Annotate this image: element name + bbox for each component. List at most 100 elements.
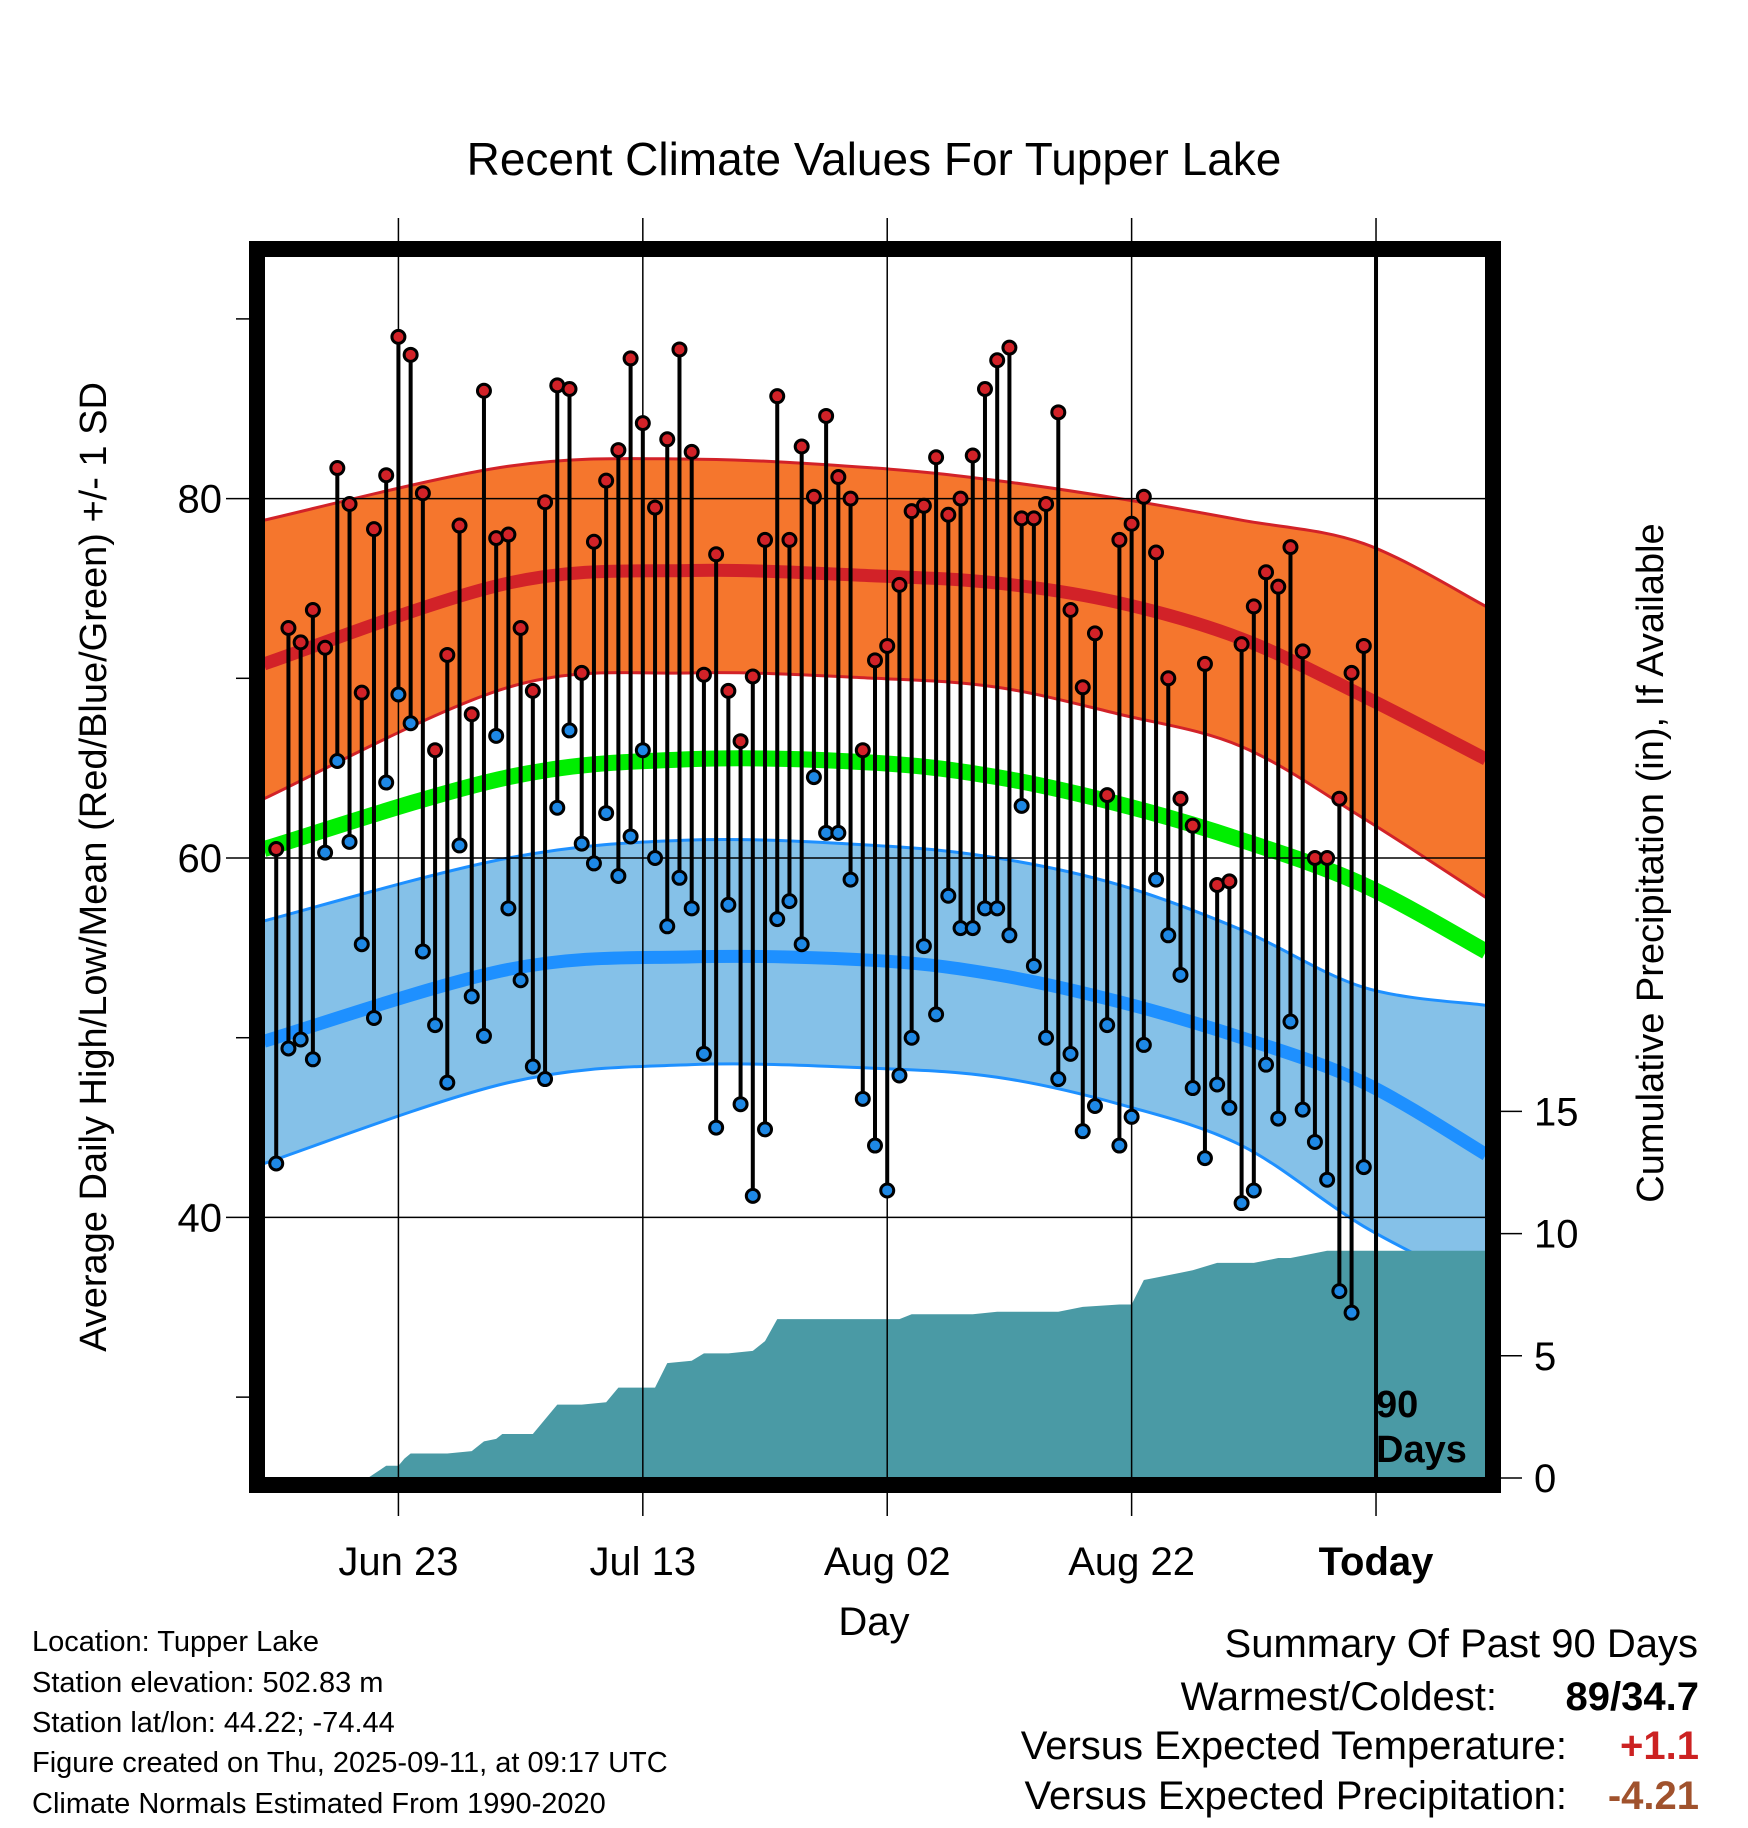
- high-point-21: [512, 619, 529, 636]
- low-point-24: [549, 799, 566, 816]
- high-point-51: [879, 637, 896, 654]
- high-point-36: [695, 666, 712, 683]
- low-point-49: [854, 1090, 871, 1107]
- high-point-27: [585, 533, 602, 550]
- high-point-77: [1196, 655, 1213, 672]
- low-point-43: [781, 893, 798, 910]
- high-point-76: [1184, 817, 1201, 834]
- today-days-label-1: 90: [1376, 1384, 1418, 1426]
- high-point-68: [1086, 625, 1103, 642]
- low-point-81: [1245, 1182, 1262, 1199]
- low-point-55: [928, 1006, 945, 1023]
- high-point-26: [573, 664, 590, 681]
- low-point-23: [537, 1071, 554, 1088]
- high-point-58: [964, 447, 981, 464]
- high-point-38: [720, 682, 737, 699]
- low-point-16: [451, 837, 468, 854]
- high-point-23: [537, 494, 554, 511]
- low-point-80: [1233, 1195, 1250, 1212]
- high-point-61: [1001, 339, 1018, 356]
- high-point-90: [1355, 637, 1372, 654]
- low-point-71: [1123, 1108, 1140, 1125]
- high-point-48: [842, 490, 859, 507]
- low-point-45: [805, 769, 822, 786]
- high-point-35: [683, 443, 700, 460]
- temperature-stems: [268, 328, 1372, 1321]
- high-point-33: [659, 431, 676, 448]
- low-point-2: [280, 1040, 297, 1057]
- x-tick-label: Aug 02: [824, 1540, 951, 1584]
- high-point-56: [940, 506, 957, 523]
- low-point-26: [573, 835, 590, 852]
- high-point-57: [952, 490, 969, 507]
- low-point-50: [867, 1137, 883, 1154]
- high-point-46: [818, 407, 835, 424]
- high-point-9: [365, 521, 382, 538]
- high-point-70: [1111, 531, 1128, 548]
- low-point-84: [1282, 1013, 1299, 1030]
- low-point-42: [769, 911, 786, 928]
- low-point-78: [1209, 1076, 1226, 1093]
- low-point-67: [1074, 1123, 1091, 1140]
- low-point-1: [268, 1155, 285, 1172]
- high-point-41: [757, 531, 774, 548]
- low-point-90: [1355, 1159, 1372, 1176]
- high-point-37: [708, 546, 725, 563]
- low-point-12: [402, 715, 419, 732]
- low-point-7: [341, 833, 358, 850]
- summary-warm-cold-label: Warmest/Coldest:: [1180, 1675, 1497, 1719]
- low-point-64: [1038, 1029, 1055, 1046]
- high-point-79: [1221, 873, 1238, 890]
- low-point-74: [1160, 927, 1177, 944]
- high-point-43: [781, 531, 798, 548]
- high-point-71: [1123, 515, 1140, 532]
- low-point-29: [610, 867, 627, 884]
- low-point-38: [720, 896, 737, 913]
- high-point-66: [1062, 602, 1079, 619]
- high-point-75: [1172, 790, 1189, 807]
- low-point-19: [488, 727, 505, 744]
- low-point-77: [1196, 1150, 1213, 1167]
- high-point-52: [891, 576, 908, 593]
- low-point-37: [708, 1119, 725, 1136]
- high-point-34: [671, 341, 688, 358]
- low-point-6: [329, 752, 346, 769]
- high-point-87: [1319, 850, 1336, 867]
- y-tick-label-right: 0: [1534, 1457, 1556, 1501]
- high-point-50: [867, 652, 883, 669]
- low-upper-edge: [264, 838, 1486, 1007]
- low-point-32: [647, 850, 664, 867]
- low-point-51: [879, 1182, 896, 1199]
- low-point-72: [1135, 1036, 1152, 1053]
- precip-area: [264, 1250, 1486, 1478]
- low-point-5: [317, 844, 334, 861]
- high-point-15: [439, 646, 456, 663]
- high-point-6: [329, 460, 346, 477]
- low-point-79: [1221, 1099, 1238, 1116]
- low-point-9: [365, 1009, 382, 1026]
- low-point-33: [659, 918, 676, 935]
- high-point-54: [915, 497, 932, 514]
- high-point-42: [769, 388, 786, 405]
- low-point-69: [1099, 1017, 1116, 1034]
- high-point-29: [610, 442, 627, 459]
- high-point-69: [1099, 787, 1116, 804]
- x-axis-label: Day: [838, 1600, 909, 1644]
- low-point-52: [891, 1067, 908, 1084]
- high-point-28: [598, 472, 615, 489]
- high-point-72: [1135, 488, 1152, 505]
- high-point-7: [341, 495, 358, 512]
- low-point-60: [989, 900, 1006, 917]
- footer-location: Location: Tupper Lake: [32, 1626, 319, 1658]
- low-point-62: [1013, 797, 1030, 814]
- high-point-5: [317, 639, 334, 656]
- high-point-89: [1343, 664, 1360, 681]
- high-point-65: [1050, 404, 1067, 421]
- low-point-18: [475, 1027, 492, 1044]
- high-point-67: [1074, 679, 1091, 696]
- x-tick-label: Jun 23: [338, 1540, 458, 1584]
- low-point-86: [1306, 1133, 1323, 1150]
- low-point-76: [1184, 1080, 1201, 1097]
- footer-latlon: Station lat/lon: 44.22; -74.44: [32, 1707, 395, 1739]
- high-point-81: [1245, 598, 1262, 615]
